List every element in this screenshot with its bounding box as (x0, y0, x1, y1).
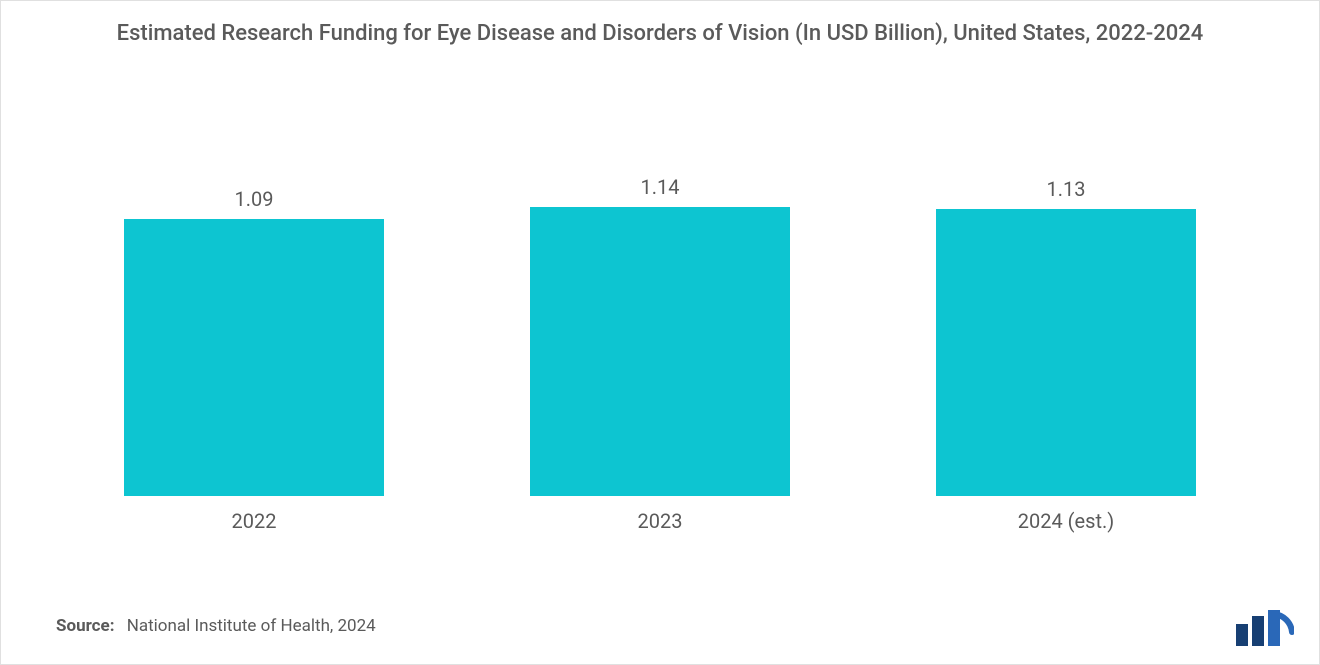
bar (124, 219, 384, 496)
source-citation: Source: National Institute of Health, 20… (56, 616, 376, 636)
bar-value-label: 1.14 (641, 175, 680, 199)
x-axis-label: 2022 (81, 501, 427, 533)
source-text: National Institute of Health, 2024 (127, 616, 376, 636)
bar-group: 1.09 (81, 187, 427, 496)
x-axis-label: 2023 (487, 501, 833, 533)
bar-group: 1.13 (893, 177, 1239, 496)
bar-value-label: 1.13 (1047, 177, 1086, 201)
brand-logo-icon (1234, 610, 1294, 646)
x-axis: 2022 2023 2024 (est.) (81, 501, 1239, 533)
source-label: Source: (56, 616, 114, 636)
x-axis-label: 2024 (est.) (893, 501, 1239, 533)
bar-value-label: 1.09 (235, 187, 274, 211)
chart-title: Estimated Research Funding for Eye Disea… (1, 1, 1319, 50)
bar (530, 207, 790, 496)
bar-group: 1.14 (487, 175, 833, 496)
plot-area: 1.09 1.14 1.13 (81, 151, 1239, 496)
bar (936, 209, 1196, 496)
chart-container: Estimated Research Funding for Eye Disea… (0, 0, 1320, 665)
